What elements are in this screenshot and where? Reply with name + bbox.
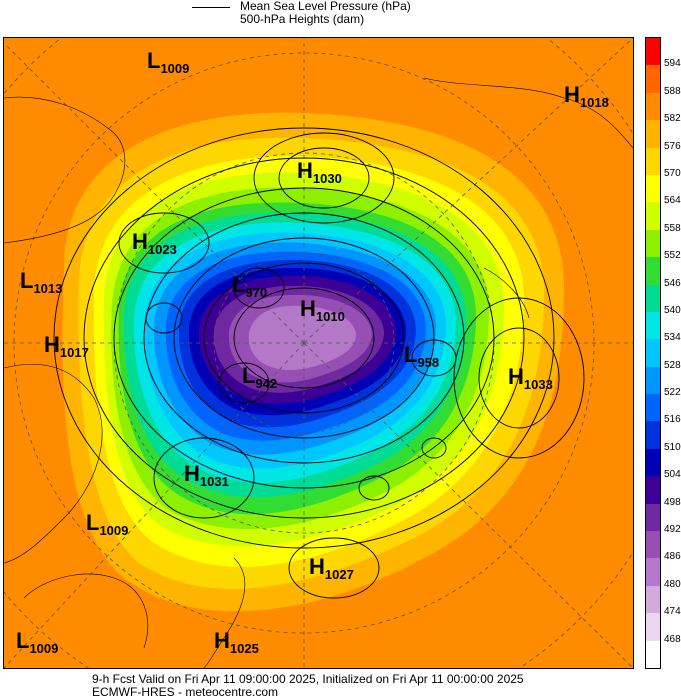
pressure-center: H1031	[184, 461, 229, 490]
colorbar-segment	[646, 38, 660, 66]
colorbar-segment	[646, 448, 660, 477]
legend-header: Mean Sea Level Pressure (hPa) 500-hPa He…	[0, 0, 681, 36]
colorbar-label: 552	[664, 250, 681, 262]
colorbar-label: 570	[664, 167, 681, 179]
map-canvas	[4, 38, 633, 668]
colorbar-label: 480	[664, 578, 681, 590]
footer: 9-h Fcst Valid on Fri Apr 11 09:00:00 20…	[92, 673, 524, 699]
colorbar-segment	[646, 120, 660, 149]
pressure-center: L942	[242, 363, 278, 392]
colorbar-segment	[646, 202, 660, 231]
colorbar-segment	[646, 558, 660, 587]
colorbar-segment	[646, 339, 660, 368]
colorbar-segment	[646, 65, 660, 94]
colorbar-segment	[646, 147, 660, 176]
pressure-center: H1018	[564, 82, 609, 111]
colorbar-segment	[646, 311, 660, 340]
map-frame: L1009 H1018 H1030 H1023 L1013 L970 H1010…	[3, 37, 634, 669]
source-credit: ECMWF-HRES - meteocentre.com	[92, 685, 279, 699]
pressure-center: L958	[404, 342, 440, 371]
mslp-legend-line	[192, 7, 230, 8]
colorbar-label: 528	[664, 359, 681, 371]
colorbar-label: 510	[664, 441, 681, 453]
colorbar-segment	[646, 503, 660, 532]
colorbar-segment	[646, 229, 660, 258]
colorbar-label: 534	[664, 332, 681, 344]
pressure-center: L970	[232, 272, 268, 301]
colorbar-segment	[646, 366, 660, 395]
colorbar-segment	[646, 284, 660, 313]
colorbar-label: 564	[664, 195, 681, 207]
colorbar-label: 516	[664, 414, 681, 426]
pressure-center: H1027	[309, 554, 354, 583]
colorbar	[645, 37, 661, 669]
colorbar-segment	[646, 92, 660, 121]
colorbar-segment	[646, 531, 660, 559]
colorbar-label: 594	[664, 58, 681, 70]
colorbar-segment	[646, 476, 660, 505]
colorbar-label: 492	[664, 524, 681, 536]
colorbar-segment	[646, 174, 660, 203]
colorbar-label: 546	[664, 277, 681, 289]
pressure-center: H1025	[214, 628, 259, 657]
band-480	[248, 305, 356, 371]
pressure-center: H1030	[297, 158, 342, 187]
colorbar-label: 540	[664, 304, 681, 316]
colorbar-label: 582	[664, 113, 681, 125]
pressure-center: L1009	[16, 628, 59, 657]
colorbar-label: 498	[664, 496, 681, 508]
colorbar-label: 486	[664, 551, 681, 563]
forecast-valid-text: 9-h Fcst Valid on Fri Apr 11 09:00:00 20…	[92, 672, 524, 686]
colorbar-label: 474	[664, 606, 681, 618]
pressure-center: H1033	[508, 364, 553, 393]
colorbar-label: 576	[664, 140, 681, 152]
colorbar-segment	[646, 421, 660, 450]
pressure-center: H1017	[44, 332, 89, 361]
colorbar-segment	[646, 585, 660, 614]
colorbar-segment	[646, 257, 660, 286]
colorbar-segment	[646, 394, 660, 422]
pressure-center: L1009	[147, 48, 190, 77]
pressure-center: L1009	[86, 510, 129, 539]
colorbar-segment	[646, 640, 660, 669]
isobars	[53, 127, 585, 599]
colorbar-label: 504	[664, 469, 681, 481]
heights-legend-label: 500-hPa Heights (dam)	[240, 12, 365, 26]
coastlines	[4, 77, 633, 668]
pressure-center: H1010	[300, 296, 345, 325]
colorbar-label: 588	[664, 85, 681, 97]
colorbar-label: 522	[664, 387, 681, 399]
mslp-legend-label: Mean Sea Level Pressure (hPa)	[240, 0, 411, 13]
colorbar-label: 558	[664, 222, 681, 234]
pressure-center: L1013	[20, 268, 63, 297]
colorbar-segment	[646, 613, 660, 642]
colorbar-label: 468	[664, 633, 681, 645]
pressure-center: H1023	[132, 229, 177, 258]
